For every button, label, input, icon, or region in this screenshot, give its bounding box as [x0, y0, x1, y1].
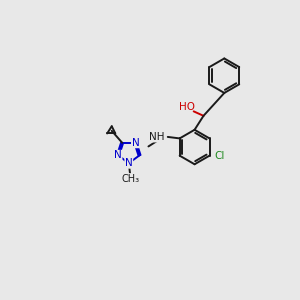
Text: NH: NH — [149, 132, 165, 142]
Text: N: N — [125, 158, 133, 168]
Text: N: N — [114, 150, 122, 161]
Text: N: N — [132, 138, 139, 148]
Text: Cl: Cl — [215, 151, 225, 160]
Text: CH₃: CH₃ — [121, 174, 139, 184]
Text: HO: HO — [179, 102, 195, 112]
